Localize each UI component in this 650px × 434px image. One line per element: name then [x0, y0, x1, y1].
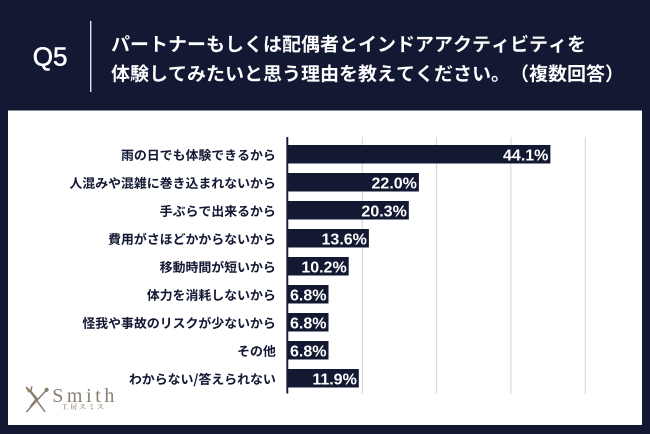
svg-text:20.3%: 20.3% [361, 204, 406, 221]
svg-text:Q5: Q5 [33, 41, 68, 71]
svg-text:6.8%: 6.8% [290, 316, 326, 333]
svg-text:10.2%: 10.2% [301, 260, 346, 277]
svg-text:13.6%: 13.6% [322, 232, 367, 249]
svg-text:44.1%: 44.1% [503, 148, 548, 165]
svg-text:22.0%: 22.0% [372, 176, 417, 193]
svg-text:6.8%: 6.8% [290, 344, 326, 361]
svg-text:11.9%: 11.9% [312, 372, 356, 389]
svg-text:6.8%: 6.8% [290, 288, 326, 305]
svg-text:Smith: Smith [52, 385, 118, 407]
